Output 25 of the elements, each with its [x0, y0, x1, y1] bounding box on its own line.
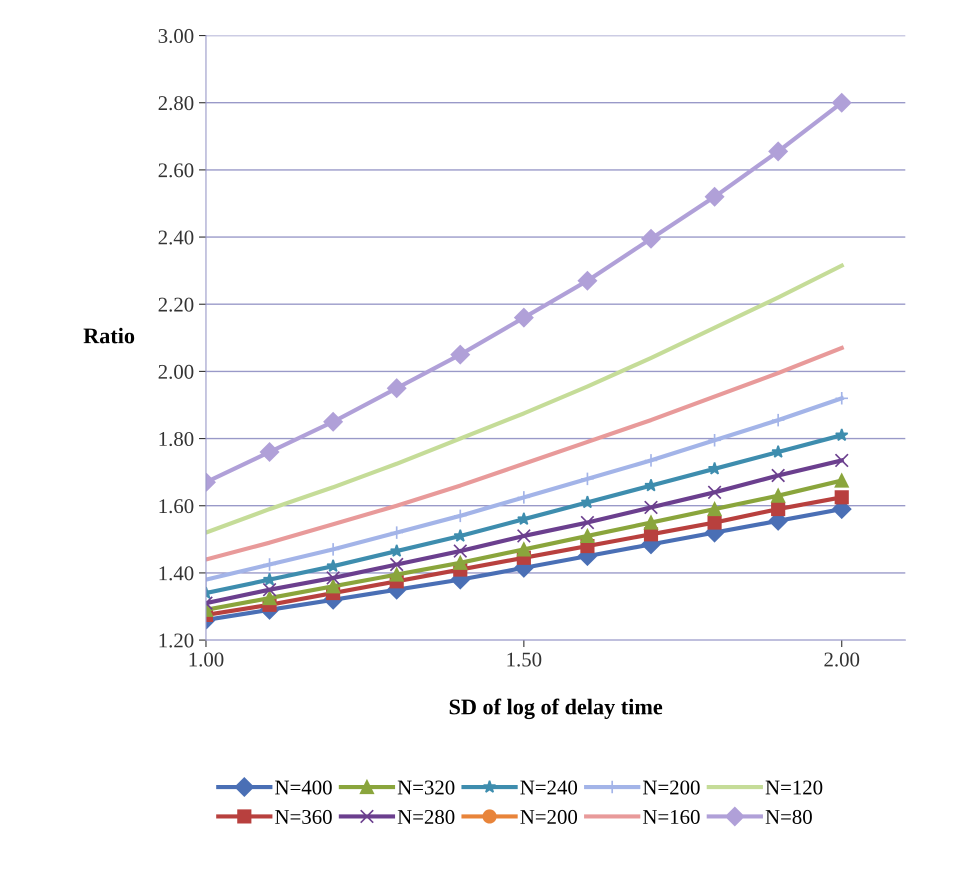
y-tick-label: 1.40	[160, 566, 194, 580]
legend-label: N=360	[275, 810, 332, 824]
legend-label: N=80	[766, 810, 812, 824]
y-axis-title: Ratio	[84, 328, 134, 344]
y-tick-label: 1.60	[160, 499, 194, 514]
x-tick-label: 1.00	[190, 652, 224, 667]
y-tick-label: 2.80	[158, 96, 194, 110]
legend-label: N=200	[643, 780, 700, 795]
y-tick-label: 2.00	[158, 364, 194, 379]
legend-label: N=200	[520, 810, 578, 824]
y-tick-label: 2.60	[158, 163, 194, 178]
y-tick-label: 1.80	[160, 432, 194, 446]
x-axis-title: SD of log of delay time	[450, 698, 662, 720]
legend-label: N=280	[398, 810, 454, 824]
legend-label: N=160	[643, 810, 700, 824]
x-tick-label: 1.50	[507, 652, 542, 667]
y-tick-label: 1.20	[160, 633, 194, 648]
legend-label: N=240	[520, 780, 578, 795]
x-tick-label: 2.00	[824, 652, 860, 667]
legend-label: N=120	[766, 780, 822, 795]
legend-label: N=400	[275, 780, 332, 795]
legend-label: N=320	[398, 780, 454, 795]
y-tick-label: 2.20	[158, 298, 194, 312]
y-tick-label: 2.40	[158, 230, 194, 245]
y-tick-label: 3.00	[158, 28, 194, 44]
